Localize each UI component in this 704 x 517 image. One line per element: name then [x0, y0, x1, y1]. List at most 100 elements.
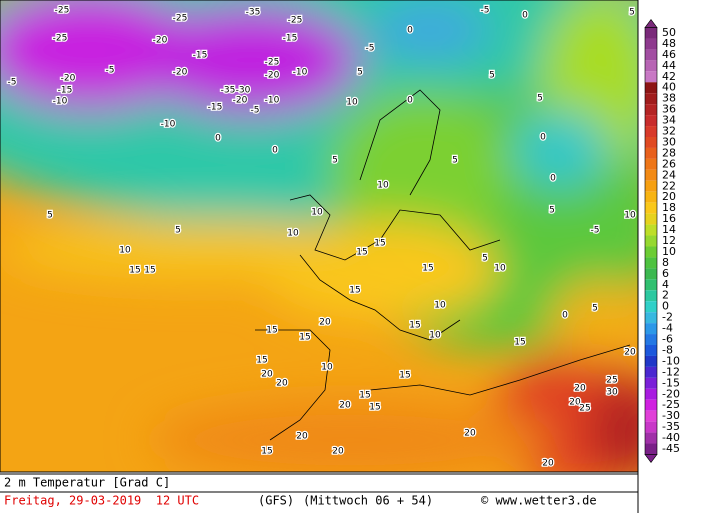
contour-label: 0 — [550, 174, 556, 184]
colorbar-band — [645, 115, 657, 127]
coastline — [255, 89, 631, 441]
contour-label: -25 — [55, 6, 70, 16]
contour-label: 15 — [356, 248, 367, 258]
colorbar-band — [645, 213, 657, 225]
colorbar-label: -8 — [662, 343, 673, 356]
contour-label: 15 — [374, 239, 385, 249]
colorbar-label: 16 — [662, 212, 676, 225]
colorbar-band — [645, 224, 657, 236]
contour-label: -5 — [8, 78, 17, 88]
contour-label: 5 — [357, 68, 363, 78]
contour-label: 10 — [321, 363, 333, 373]
contour-label: 5 — [332, 156, 338, 166]
colorbar-frame — [644, 27, 658, 455]
contour-label: 10 — [311, 208, 323, 218]
colorbar-label: -6 — [662, 333, 673, 346]
colorbar-band — [645, 82, 657, 94]
contour-label: -10 — [161, 120, 176, 130]
colorbar-band — [645, 366, 657, 378]
colorbar-label: -30 — [662, 409, 680, 422]
contour-label: -10 — [293, 68, 308, 78]
contour-label: -15 — [283, 34, 298, 44]
colorbar-band — [645, 104, 657, 116]
contour-label: -5 — [251, 106, 260, 116]
contour-label: 15 — [409, 321, 420, 331]
contour-label: 25 — [579, 404, 590, 414]
contour-label: -25 — [288, 16, 303, 26]
contour-label: -20 — [153, 36, 168, 46]
colorbar-label: -4 — [662, 322, 673, 335]
contour-label: 10 — [119, 246, 131, 256]
colorbar-band — [645, 158, 657, 170]
colorbar-label: -35 — [662, 420, 680, 433]
colorbar-label: 38 — [662, 92, 676, 105]
colorbar-label: 8 — [662, 256, 669, 269]
run-label: (Mittwoch 06 + 54) — [303, 494, 433, 508]
contour-label: 5 — [47, 211, 53, 221]
colorbar-cap — [644, 19, 658, 28]
source-label: © www.wetter3.de — [481, 494, 597, 508]
contour-label: 5 — [175, 226, 181, 236]
colorbar-band — [645, 180, 657, 192]
contour-labels: -25-25-20-15-10-5-5-25-20-15-20-35 -30-20… — [6, 4, 637, 470]
contour-label: 15 — [261, 447, 272, 457]
contour-label: 20 — [339, 401, 351, 411]
contour-label: 20 — [332, 447, 344, 457]
contour-label: 25 — [606, 376, 617, 386]
contour-label: 0 — [562, 311, 568, 321]
contour-label: 0 — [407, 96, 413, 106]
colorbar-label: 18 — [662, 201, 676, 214]
colorbar-label: 32 — [662, 125, 676, 138]
contour-label: 10 — [494, 264, 506, 274]
colorbar-band — [645, 301, 657, 313]
contour-label: 15 — [349, 286, 360, 296]
colorbar-cap — [644, 454, 658, 463]
colorbar-label: 34 — [662, 114, 676, 127]
contour-label: 5 — [537, 94, 543, 104]
contour-label: -20 — [61, 74, 76, 84]
colorbar-label: -10 — [662, 354, 680, 367]
colorbar-label: 10 — [662, 245, 676, 258]
contour-label: -30 — [236, 86, 251, 96]
contour-label: -35 — [221, 86, 236, 96]
colorbar-label: 6 — [662, 267, 669, 280]
colorbar-band — [645, 377, 657, 389]
colorbar-band — [645, 71, 657, 83]
colorbar-band — [645, 126, 657, 137]
contour-label: -20 — [173, 68, 188, 78]
colorbar-band — [645, 137, 657, 148]
variable-label: 2 m Temperatur [Grad C] — [4, 476, 170, 490]
colorbar-band — [645, 323, 657, 335]
contour-label: 0 — [540, 133, 546, 143]
colorbar-label: 40 — [662, 81, 676, 94]
contour-label: -20 — [265, 71, 280, 81]
colorbar-band — [645, 290, 657, 302]
contour-label: -25 — [173, 14, 188, 24]
contour-label: 20 — [296, 432, 308, 442]
colorbar-band — [645, 279, 657, 291]
contour-label: -20 — [233, 96, 248, 106]
colorbar-label: -15 — [662, 376, 680, 389]
contour-label: -10 — [53, 97, 68, 107]
colorbar-band — [645, 399, 657, 411]
contour-label: 15 — [256, 356, 267, 366]
contour-label: 15 — [299, 333, 310, 343]
colorbar-label: -25 — [662, 398, 680, 411]
colorbar-label: 24 — [662, 168, 676, 181]
contour-label: 10 — [624, 211, 636, 221]
colorbar-band — [645, 388, 657, 400]
contour-label: 15 — [359, 391, 370, 401]
contour-label: 5 — [549, 206, 555, 216]
contour-label: 5 — [592, 304, 598, 314]
contour-label: 10 — [429, 331, 441, 341]
colorbar-band — [645, 27, 657, 39]
colorbar: 5048464442403836343230282624222018161412… — [644, 19, 680, 463]
colorbar-band — [645, 202, 657, 214]
colorbar-label: 44 — [662, 59, 676, 72]
colorbar-label: 22 — [662, 179, 676, 192]
colorbar-band — [645, 169, 657, 181]
contour-label: 0 — [272, 146, 278, 156]
contour-label: 15 — [399, 371, 410, 381]
contour-label: 10 — [287, 229, 299, 239]
